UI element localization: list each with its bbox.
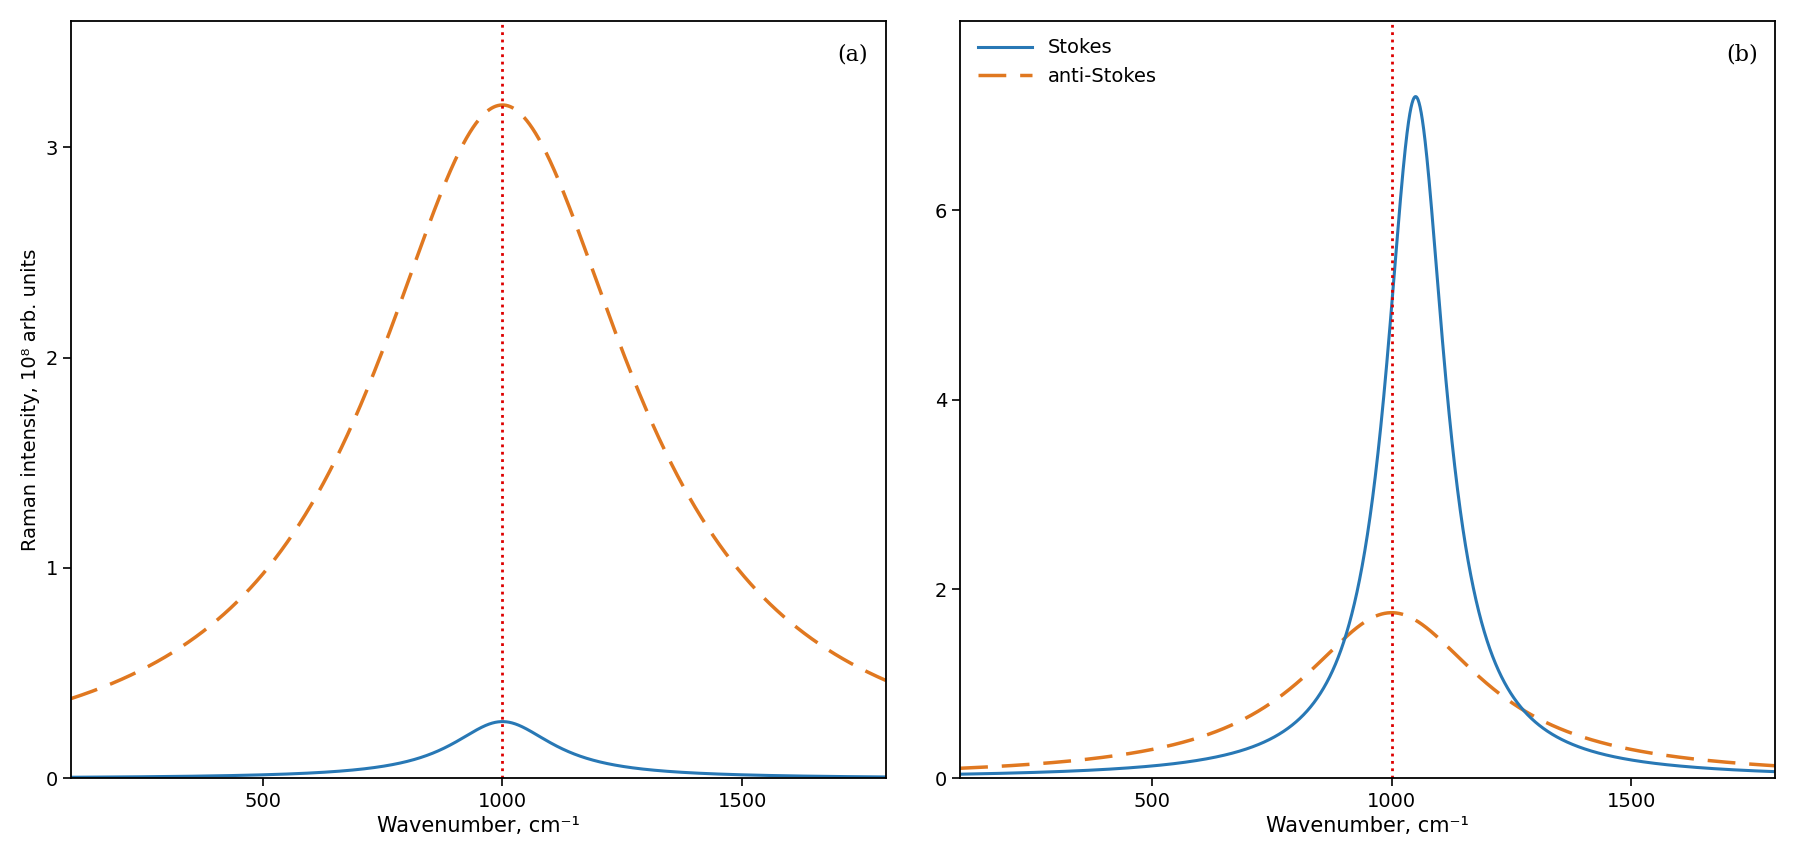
anti-Stokes: [1620, 744, 1642, 754]
Legend: Stokes, anti-Stokes: Stokes, anti-Stokes: [970, 31, 1164, 93]
anti-Stokes: [875, 675, 896, 686]
Stokes: [550, 742, 571, 752]
anti-Stokes: [1261, 698, 1282, 708]
Stokes: [1620, 755, 1642, 765]
Line: Stokes: Stokes: [961, 97, 1774, 774]
Stokes: [591, 757, 612, 767]
anti-Stokes: [1764, 761, 1785, 771]
Stokes: [668, 767, 690, 777]
anti-Stokes: [591, 289, 612, 299]
anti-Stokes: [1480, 681, 1501, 692]
Stokes: [1480, 645, 1501, 656]
anti-Stokes: [668, 474, 690, 484]
Text: (a): (a): [837, 44, 867, 66]
anti-Stokes: [1097, 752, 1119, 762]
Stokes: [372, 761, 393, 771]
Stokes: [731, 770, 753, 780]
anti-Stokes: [550, 178, 571, 189]
Stokes: [950, 769, 972, 779]
Stokes: [1261, 734, 1282, 744]
Stokes: [61, 772, 83, 782]
X-axis label: Wavenumber, cm⁻¹: Wavenumber, cm⁻¹: [1266, 816, 1469, 836]
anti-Stokes: [1557, 727, 1579, 737]
X-axis label: Wavenumber, cm⁻¹: Wavenumber, cm⁻¹: [377, 816, 580, 836]
anti-Stokes: [731, 568, 753, 578]
Stokes: [208, 770, 230, 781]
Stokes: [1097, 764, 1119, 775]
Stokes: [1557, 738, 1579, 748]
anti-Stokes: [950, 763, 972, 773]
anti-Stokes: [372, 346, 393, 357]
anti-Stokes: [492, 100, 514, 111]
Stokes: [1764, 766, 1785, 776]
anti-Stokes: [208, 614, 230, 624]
Stokes: [1404, 92, 1426, 102]
anti-Stokes: [61, 693, 83, 704]
Text: (b): (b): [1726, 44, 1758, 66]
Stokes: [492, 716, 514, 727]
Y-axis label: Raman intensity, 10⁸ arb. units: Raman intensity, 10⁸ arb. units: [22, 249, 40, 551]
Line: Stokes: Stokes: [72, 722, 885, 777]
Line: anti-Stokes: anti-Stokes: [961, 613, 1774, 768]
Stokes: [1439, 408, 1460, 418]
Line: anti-Stokes: anti-Stokes: [72, 105, 885, 698]
anti-Stokes: [1381, 608, 1403, 618]
Stokes: [875, 772, 896, 782]
anti-Stokes: [1439, 643, 1460, 653]
